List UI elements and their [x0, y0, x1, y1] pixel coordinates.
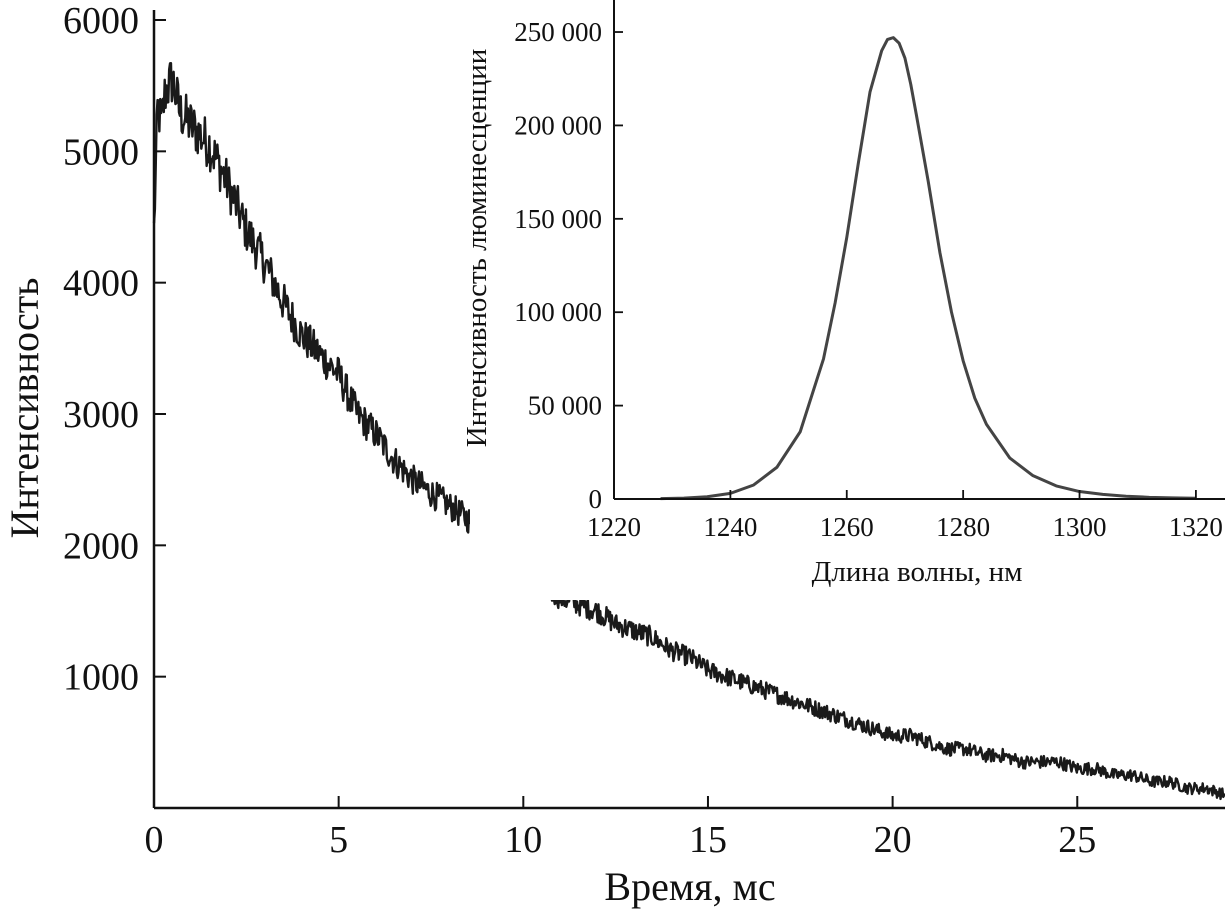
spectrum-y-tick-label: 100 000: [514, 297, 602, 327]
decay-y-axis-label: Интенсивность: [2, 278, 47, 539]
spectrum-x-tick-label: 1240: [703, 512, 757, 542]
decay-series-line: [152, 61, 1225, 801]
decay-x-tick-label: 5: [329, 819, 348, 861]
spectrum-x-tick-label: 1220: [587, 512, 641, 542]
decay-x-tick-label: 25: [1058, 819, 1096, 861]
spectrum-x-tick-label: 1280: [936, 512, 990, 542]
spectrum-y-axis-label: Интенсивность люминесценции: [461, 49, 493, 447]
decay-y-tick-label: 4000: [63, 263, 139, 305]
decay-x-tick-label: 20: [874, 819, 912, 861]
spectrum-y-tick-label: 0: [589, 484, 603, 514]
decay-x-tick-label: 10: [504, 819, 542, 861]
spectrum-series-line: [660, 36, 1196, 501]
decay-y-tick-label: 1000: [63, 657, 139, 699]
decay-y-tick-label: 5000: [63, 131, 139, 173]
spectrum-y-tick-label: 250 000: [514, 17, 602, 47]
spectrum-x-tick-label: 1300: [1053, 512, 1107, 542]
decay-x-tick-label: 0: [145, 819, 164, 861]
spectrum-y-tick-label: 50 000: [528, 391, 602, 421]
decay-x-tick-label: 15: [689, 819, 727, 861]
decay-x-axis-label: Время, мс: [604, 864, 775, 909]
decay-y-tick-label: 2000: [63, 525, 139, 567]
spectrum-inset-chart: 1220 1240 1260 1280 1300 1320 0 50 000 100 000 15…: [461, 0, 1225, 600]
spectrum-x-axis-label: Длина волны, нм: [812, 556, 1023, 588]
spectrum-y-tick-label: 200 000: [514, 110, 602, 140]
spectrum-x-tick-label: 1320: [1169, 512, 1223, 542]
decay-y-tick-label: 3000: [63, 394, 139, 436]
spectrum-y-tick-label: 150 000: [514, 204, 602, 234]
spectrum-x-tick-label: 1260: [820, 512, 874, 542]
decay-y-tick-label: 6000: [63, 0, 139, 42]
